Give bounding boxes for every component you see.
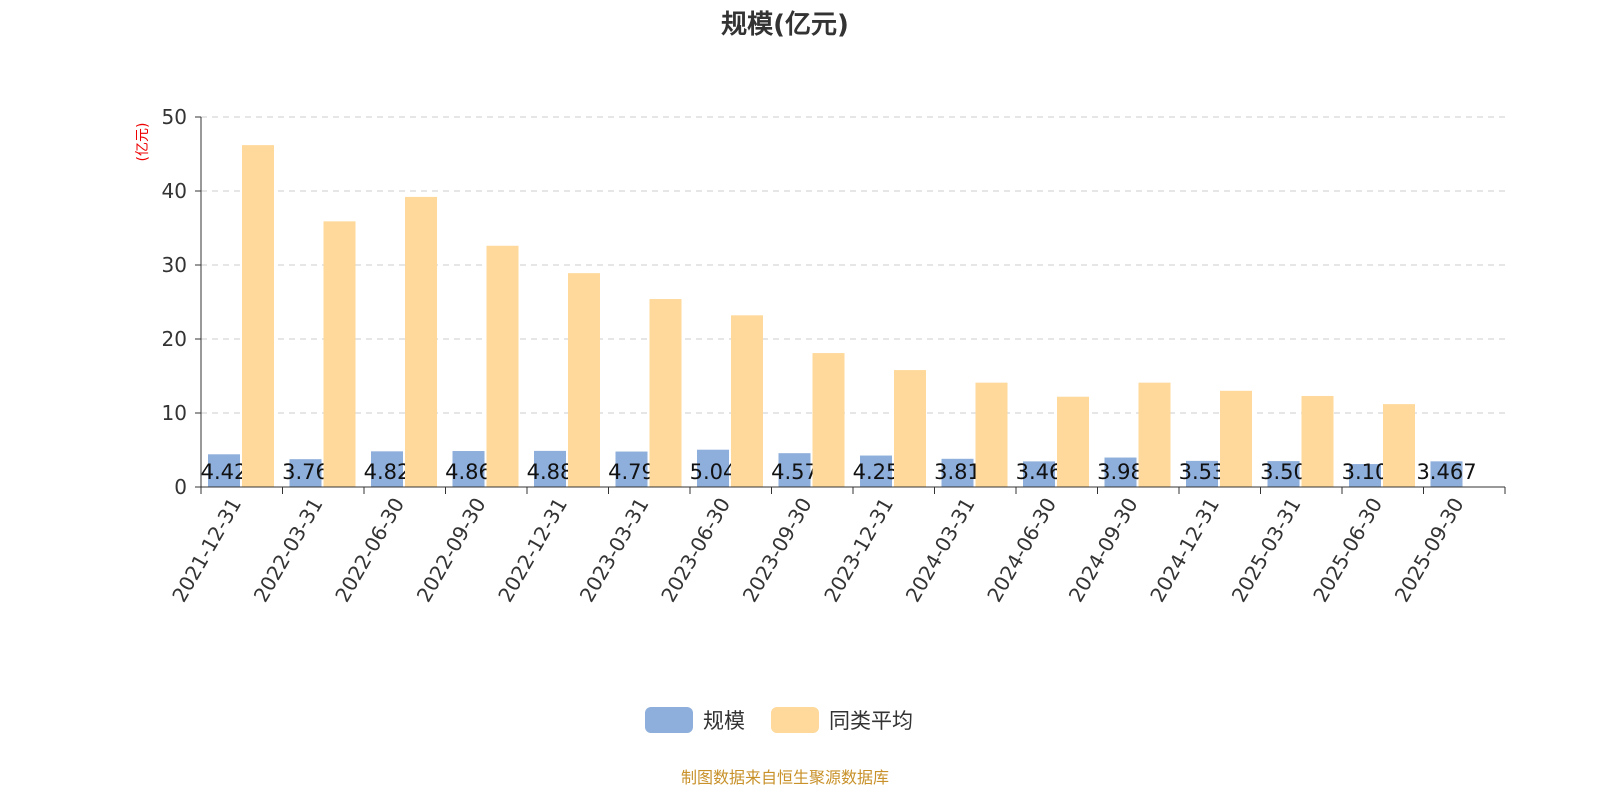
x-tick-label: 2022-09-30: [412, 494, 491, 607]
bar-scale: [452, 451, 485, 487]
data-label: 5.04: [690, 460, 737, 484]
x-tick-label: 2022-12-31: [493, 494, 572, 607]
x-tick-label: 2025-09-30: [1390, 494, 1469, 607]
x-tick-label: 2022-03-31: [249, 494, 328, 607]
bar-scale: [1186, 460, 1218, 487]
bar-scale: [1430, 461, 1463, 487]
legend-item-average[interactable]: 同类平均: [771, 705, 913, 735]
bar-average: [242, 145, 274, 487]
x-tick-label: 2023-09-30: [738, 494, 817, 607]
bar-scale: [860, 455, 892, 487]
chart-title: 规模(亿元): [721, 10, 849, 40]
data-label: 4.88: [527, 460, 574, 484]
bar-scale: [1023, 461, 1055, 487]
bar-average: [405, 196, 437, 488]
bar-scale: [941, 458, 974, 487]
x-tick-label: 2022-06-30: [330, 494, 409, 607]
data-label: 3.50: [1260, 460, 1307, 484]
legend-swatch: [645, 707, 693, 733]
bar-scale: [289, 459, 322, 487]
data-label: 3.46: [1016, 460, 1063, 484]
bar-scale: [371, 451, 403, 487]
bar-average: [568, 273, 600, 487]
bar-average: [1383, 404, 1415, 487]
bar-scale: [697, 449, 729, 487]
x-tick-label: 2024-09-30: [1064, 494, 1143, 607]
bar-scale: [615, 451, 648, 487]
bar-average: [323, 221, 356, 487]
bar-average: [975, 382, 1008, 487]
data-label: 3.10: [1342, 460, 1389, 484]
y-tick-label: 20: [162, 327, 187, 351]
x-tick-label: 2023-12-31: [819, 494, 898, 607]
bar-scale: [1104, 457, 1137, 487]
bar-average: [812, 353, 845, 487]
x-tick-label: 2024-12-31: [1145, 494, 1224, 607]
bar-average: [1138, 382, 1171, 487]
y-tick-label: 40: [162, 179, 187, 203]
x-tick-label: 2025-03-31: [1227, 494, 1306, 607]
data-label: 4.86: [445, 460, 492, 484]
y-tick-label: 10: [162, 401, 187, 425]
data-label: 4.82: [364, 460, 411, 484]
data-label: 4.42: [201, 460, 248, 484]
bar-average: [894, 370, 926, 487]
x-tick-label: 2024-03-31: [901, 494, 980, 607]
bar-scale: [208, 454, 240, 487]
bar-average: [731, 315, 763, 487]
x-tick-label: 2021-12-31: [167, 494, 246, 607]
bar-average: [1057, 396, 1089, 487]
data-label: 4.25: [853, 460, 900, 484]
legend-label: 同类平均: [829, 709, 913, 733]
bar-average: [486, 245, 519, 487]
y-axis-label: (亿元): [135, 123, 151, 162]
x-tick-label: 2023-03-31: [575, 494, 654, 607]
source-note: 制图数据来自恒生聚源数据库: [680, 768, 889, 787]
y-tick-label: 0: [174, 475, 187, 499]
bar-scale: [778, 453, 811, 487]
x-tick-label: 2024-06-30: [982, 494, 1061, 607]
data-label: 3.467: [1416, 460, 1476, 484]
bar-scale: [534, 450, 566, 487]
legend-item-scale[interactable]: 规模: [645, 705, 745, 735]
y-tick-label: 50: [162, 105, 187, 129]
bar-average: [649, 299, 682, 487]
bar-scale: [1349, 464, 1381, 487]
bar-scale: [1267, 461, 1300, 487]
bar-average: [1220, 390, 1252, 487]
x-tick-label: 2023-06-30: [656, 494, 735, 607]
data-label: 4.79: [608, 460, 655, 484]
data-label: 3.81: [934, 460, 981, 484]
legend-swatch: [771, 707, 819, 733]
data-label: 3.98: [1097, 460, 1144, 484]
x-tick-label: 2025-06-30: [1308, 494, 1387, 607]
data-label: 3.76: [282, 460, 329, 484]
data-label: 4.57: [771, 460, 818, 484]
y-tick-label: 30: [162, 253, 187, 277]
bar-average: [1301, 395, 1334, 487]
legend-label: 规模: [703, 709, 745, 733]
data-label: 3.53: [1179, 460, 1226, 484]
